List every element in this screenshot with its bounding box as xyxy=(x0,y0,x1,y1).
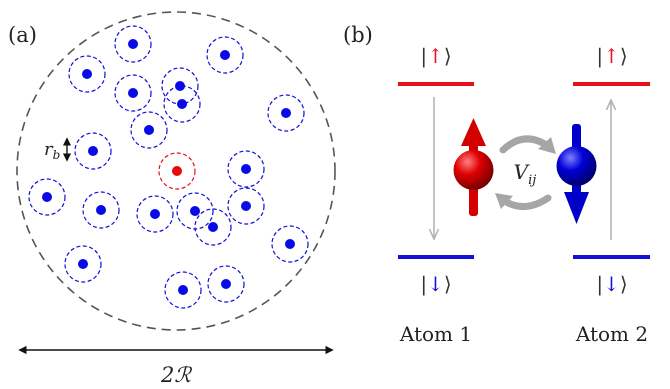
panel-a-label: (a) xyxy=(8,23,37,47)
ground-atom xyxy=(271,225,309,263)
diameter-label: 2ℛ xyxy=(160,363,192,387)
excited-atom xyxy=(158,152,196,190)
atom1-spin-up-icon xyxy=(453,118,494,216)
atom-dot xyxy=(241,201,251,211)
atom2-spin-down-icon xyxy=(556,124,597,224)
ground-atom xyxy=(194,208,232,246)
ground-atom xyxy=(130,111,168,149)
atom1-excited-label: |↑⟩ xyxy=(420,44,451,69)
blockade-radius-subscript: b xyxy=(53,148,61,162)
interaction-label: Vij xyxy=(514,160,537,188)
atom2-ground-label: |↓⟩ xyxy=(596,272,627,297)
blockade-ring xyxy=(114,74,152,112)
atom-dot xyxy=(42,192,52,202)
blockade-ring xyxy=(227,150,265,188)
ground-atom xyxy=(74,132,112,170)
ground-atom xyxy=(68,55,106,93)
atom-dot xyxy=(208,222,218,232)
atom-dot xyxy=(177,99,187,109)
interaction-exchange-icon xyxy=(495,135,556,210)
atom-dot xyxy=(144,125,154,135)
atom-dot xyxy=(172,166,182,176)
atom-dot xyxy=(82,69,92,79)
atom-dot xyxy=(281,108,291,118)
atom2-label: Atom 2 xyxy=(575,322,648,346)
blockade-ring xyxy=(82,191,120,229)
ground-atom xyxy=(136,195,174,233)
atom-dot xyxy=(285,239,295,249)
blockade-ring xyxy=(164,271,202,309)
ground-atom xyxy=(161,67,199,105)
atom-dot xyxy=(175,81,185,91)
panel-a: (a) rb 2ℛ xyxy=(8,11,336,387)
blockade-ring xyxy=(64,245,102,283)
blockade-ring xyxy=(271,225,309,263)
atom-dot xyxy=(96,205,106,215)
blockade-ring xyxy=(114,25,152,63)
atom-dot xyxy=(78,259,88,269)
blockade-ring xyxy=(130,111,168,149)
blockade-radius-label: rb xyxy=(44,139,60,162)
ground-atom xyxy=(206,36,244,74)
blockade-ring xyxy=(28,178,66,216)
atom-dot xyxy=(220,50,230,60)
ground-atom xyxy=(267,94,305,132)
ground-atom xyxy=(28,178,66,216)
atom2-excited-label: |↑⟩ xyxy=(596,44,627,69)
atom-dot xyxy=(241,164,251,174)
blockade-ring xyxy=(227,187,265,225)
panel-b: (b) |↑⟩ |↓⟩ |↑⟩ |↓⟩ xyxy=(343,23,650,346)
blockade-ring xyxy=(267,94,305,132)
blockade-ring xyxy=(163,85,201,123)
atom-dot xyxy=(221,279,231,289)
atom-dot xyxy=(128,39,138,49)
interaction-subscript: ij xyxy=(528,173,536,188)
atom-ensemble xyxy=(28,25,309,309)
blockade-ring xyxy=(68,55,106,93)
atom-dot xyxy=(190,206,200,216)
atom-dot xyxy=(88,146,98,156)
atom-dot xyxy=(178,285,188,295)
blockade-ring xyxy=(158,152,196,190)
atom1-label: Atom 1 xyxy=(399,322,472,346)
ground-atom xyxy=(227,187,265,225)
atom1-ground-label: |↓⟩ xyxy=(420,272,451,297)
blockade-ring xyxy=(136,195,174,233)
atom-dot xyxy=(150,209,160,219)
blockade-ring xyxy=(207,265,245,303)
ground-atom xyxy=(64,245,102,283)
blockade-ring xyxy=(194,208,232,246)
ground-atom xyxy=(114,25,152,63)
atom-dot xyxy=(128,88,138,98)
ground-atom xyxy=(164,271,202,309)
blockade-ring xyxy=(74,132,112,170)
ensemble-boundary xyxy=(16,11,336,331)
ground-atom xyxy=(114,74,152,112)
ground-atom xyxy=(227,150,265,188)
blockade-ring xyxy=(206,36,244,74)
ground-atom xyxy=(163,85,201,123)
ground-atom xyxy=(82,191,120,229)
panel-b-label: (b) xyxy=(343,23,373,47)
ground-atom xyxy=(207,265,245,303)
